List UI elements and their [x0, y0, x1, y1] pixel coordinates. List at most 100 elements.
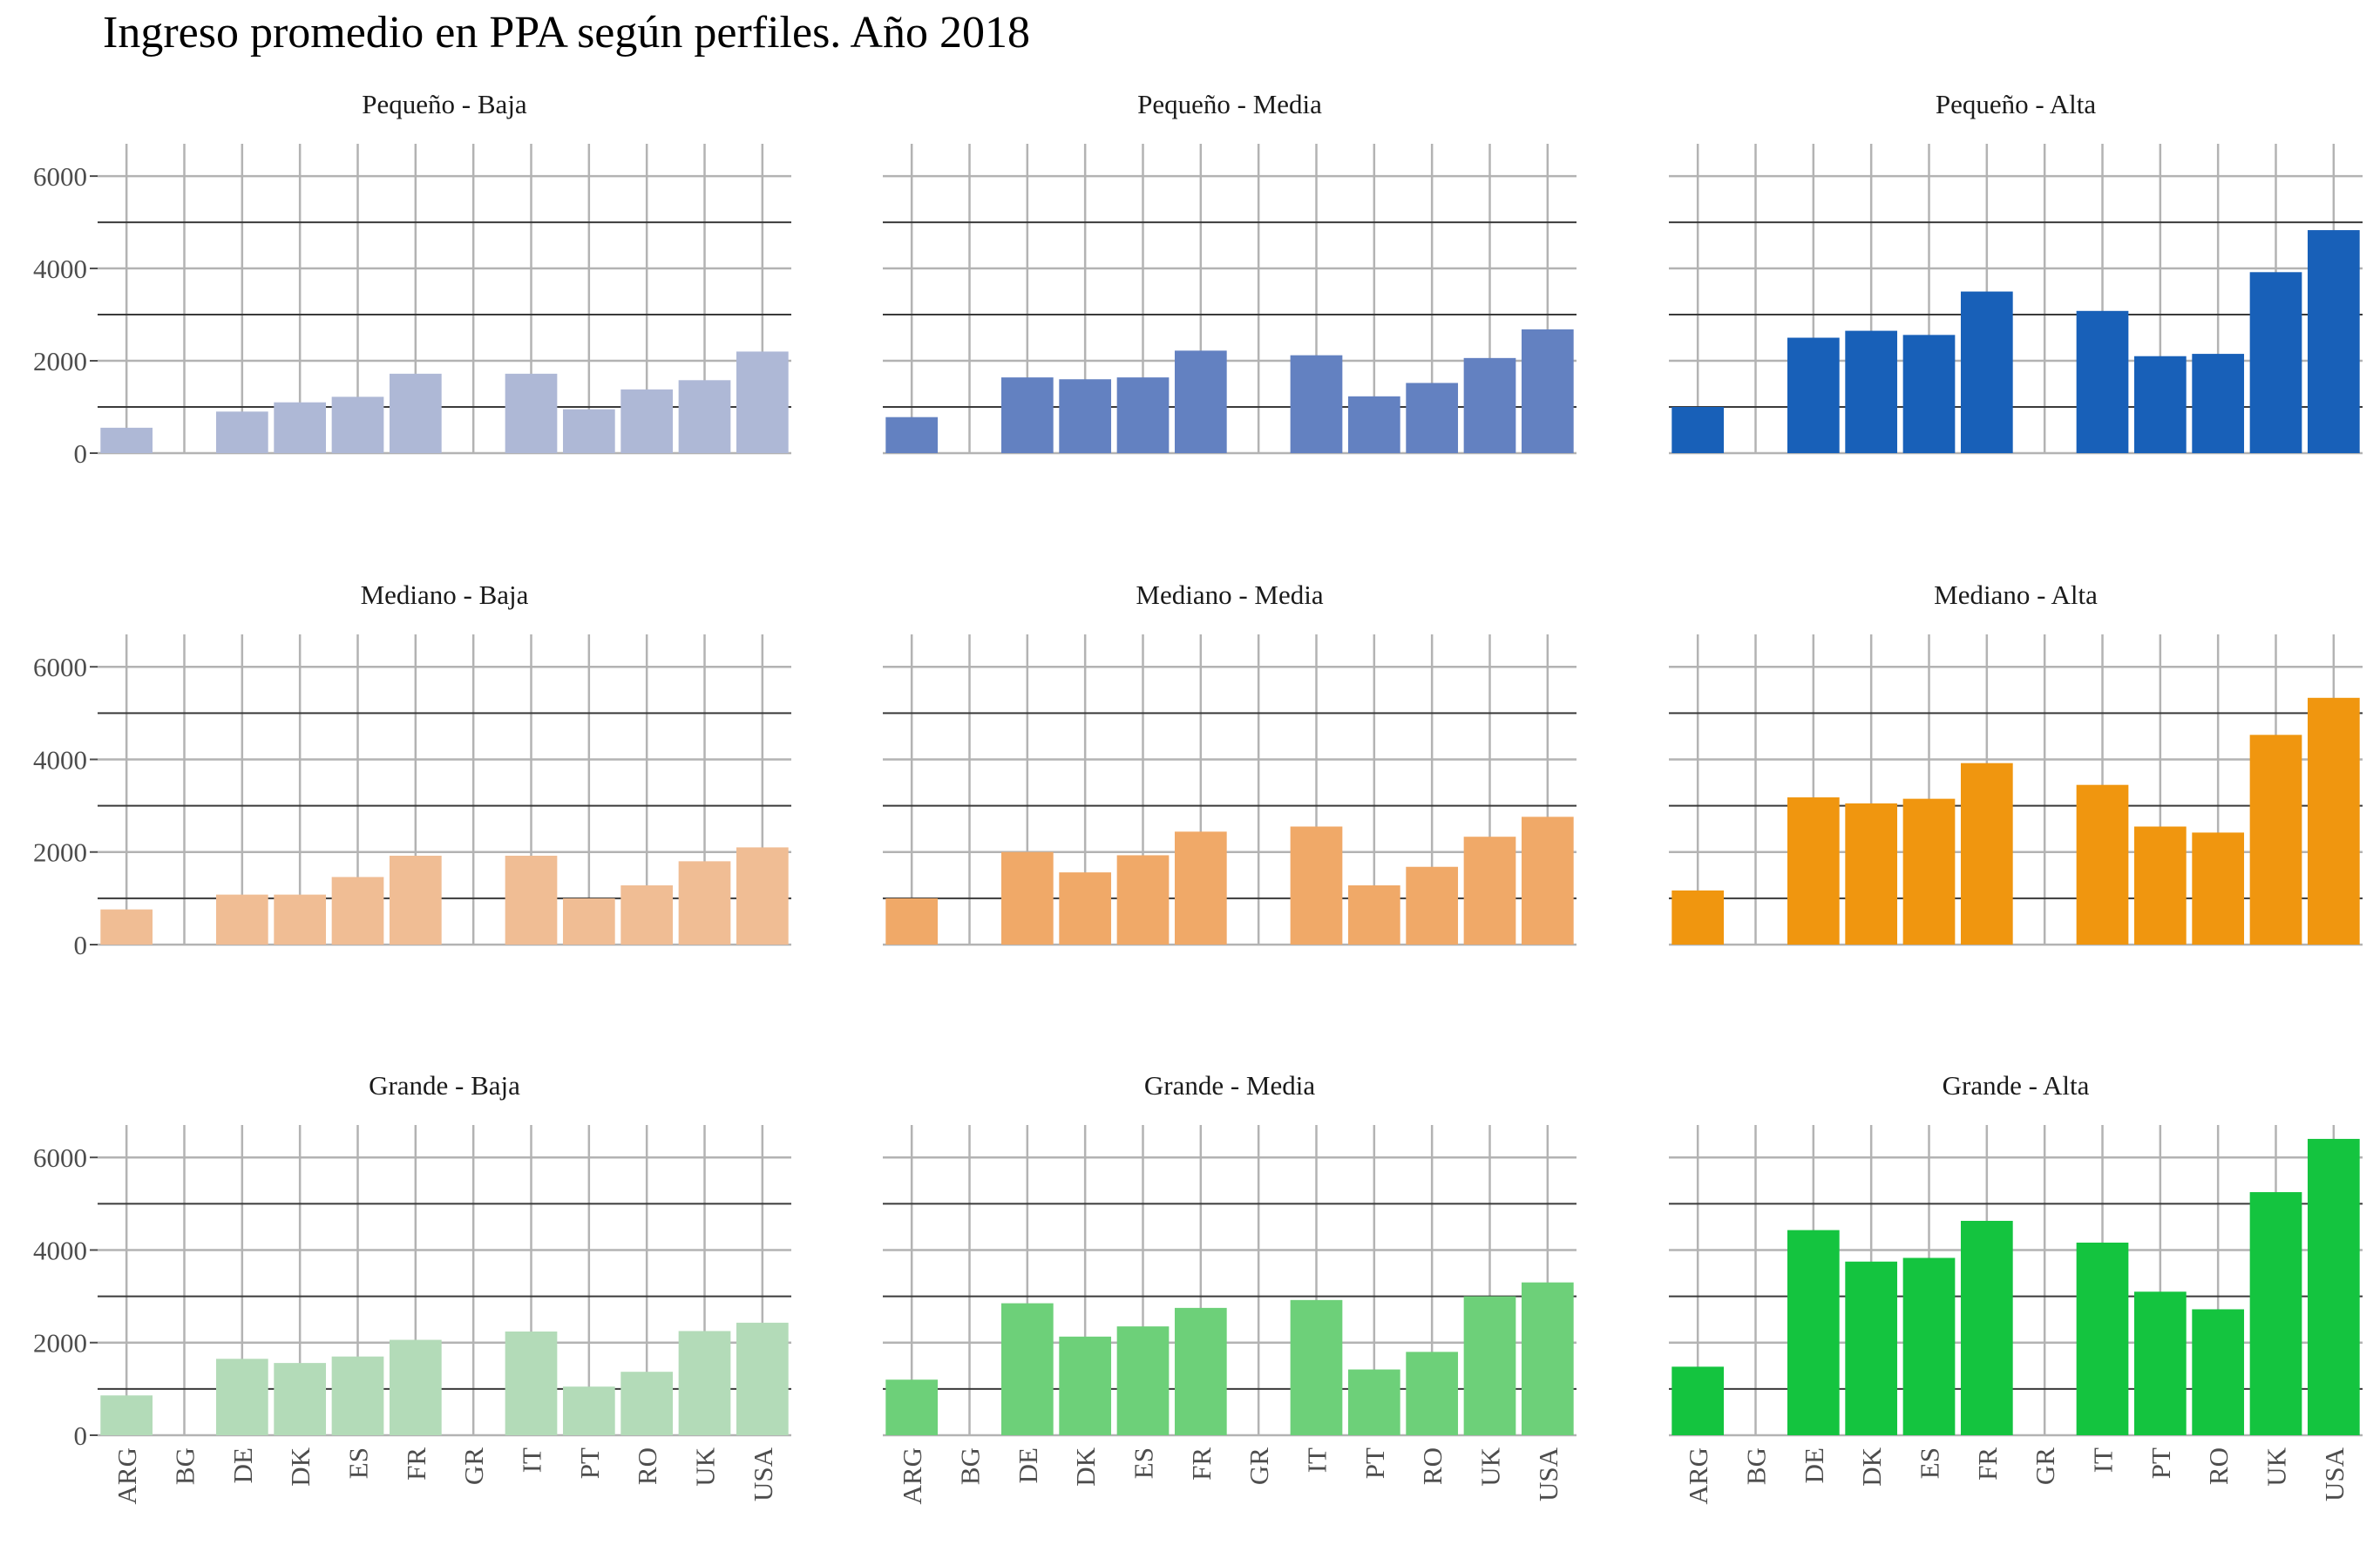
x-tick-label: DK: [1070, 1447, 1101, 1486]
bar-de: [215, 411, 268, 453]
bar-ro: [2192, 1309, 2245, 1435]
bar-dk: [274, 1363, 327, 1435]
bar-uk: [1463, 1296, 1516, 1435]
bar-usa: [736, 1322, 789, 1435]
bar-it: [2076, 784, 2129, 945]
bar-ro: [620, 1372, 674, 1435]
x-tick-label: ES: [1129, 1447, 1159, 1479]
bar-ro: [1406, 1352, 1459, 1435]
panel-4: Mediano - Baja 0 2000 4000 6000: [33, 579, 791, 960]
x-tick-label: DE: [1799, 1447, 1829, 1483]
bar-arg: [1671, 890, 1725, 945]
panel-8: Grande - Media ARG BG DE DK ES FR GR IT PT RO UK USA: [883, 1070, 1576, 1504]
bar-es: [1116, 377, 1170, 453]
bar-uk: [2249, 735, 2302, 945]
panel-3: Pequeño - Alta: [1669, 89, 2363, 455]
bar-ro: [620, 884, 674, 945]
bar-fr: [1174, 350, 1227, 453]
bar-pt: [562, 409, 615, 453]
bar-de: [1000, 377, 1054, 453]
bar-uk: [678, 861, 731, 945]
bar-fr: [1960, 291, 2013, 453]
bar-pt: [2133, 1291, 2187, 1435]
bar-usa: [736, 847, 789, 945]
y-tick-label: 6000: [33, 1142, 87, 1173]
bar-it: [505, 373, 558, 453]
bar-dk: [1059, 872, 1112, 945]
bar-usa: [2307, 230, 2360, 453]
bar-de: [1000, 851, 1054, 945]
panel-label: Pequeño - Media: [1137, 89, 1322, 119]
bar-usa: [1521, 1282, 1574, 1435]
panel-label: Pequeño - Baja: [362, 89, 527, 119]
panel-7: Grande - Baja 0 2000 4000 6000 ARG BG DE DK ES FR G…: [33, 1070, 791, 1504]
bar-uk: [2249, 272, 2302, 453]
y-tick-label: 0: [74, 1420, 88, 1451]
bar-pt: [562, 898, 615, 945]
x-tick-label: FR: [401, 1447, 431, 1481]
bar-uk: [1463, 837, 1516, 945]
bar-de: [215, 894, 268, 945]
bar-pt: [1347, 396, 1400, 453]
bar-pt: [562, 1386, 615, 1435]
bar-de: [1000, 1303, 1054, 1435]
x-tick-label: DE: [227, 1447, 258, 1483]
panel-label: Grande - Baja: [369, 1070, 520, 1101]
x-tick-label: ARG: [897, 1447, 927, 1504]
y-tick-label: 2000: [33, 1328, 87, 1359]
bar-dk: [1059, 1336, 1112, 1435]
y-tick-label: 6000: [33, 652, 87, 682]
panel-label: Mediano - Baja: [361, 579, 529, 610]
x-tick-label: GR: [458, 1447, 489, 1485]
panel-5: Mediano - Media: [883, 579, 1576, 946]
bar-it: [1290, 1299, 1343, 1435]
x-tick-label: BG: [1741, 1447, 1772, 1485]
bar-it: [505, 1331, 558, 1435]
bar-ro: [1406, 383, 1459, 453]
bar-es: [331, 396, 384, 453]
bar-dk: [1845, 1261, 1898, 1435]
x-tick-label: FR: [1972, 1447, 2003, 1481]
bar-dk: [274, 402, 327, 453]
y-tick-label: 0: [74, 438, 88, 469]
bar-de: [215, 1359, 268, 1435]
bar-arg: [100, 427, 153, 453]
panel-9: Grande - Alta ARG BG DE DK ES FR GR IT PT RO UK USA: [1669, 1070, 2363, 1504]
bar-es: [331, 1356, 384, 1435]
x-tick-label: PT: [1360, 1447, 1390, 1479]
panel-label: Grande - Alta: [1943, 1070, 2090, 1101]
bar-it: [1290, 826, 1343, 945]
bar-es: [331, 877, 384, 945]
x-tick-label: PT: [574, 1447, 605, 1479]
x-tick-label: UK: [1475, 1447, 1506, 1486]
x-tick-label: IT: [2088, 1447, 2119, 1473]
chart-title: Ingreso promedio en PPA según perfiles. …: [103, 8, 1030, 58]
bar-ro: [620, 389, 674, 453]
x-tick-label: DK: [1856, 1447, 1887, 1486]
x-tick-label: ARG: [112, 1447, 142, 1504]
bar-usa: [2307, 1138, 2360, 1435]
bar-arg: [885, 1379, 939, 1435]
x-tick-label: RO: [1417, 1447, 1448, 1485]
bar-es: [1902, 335, 1956, 453]
y-tick-label: 6000: [33, 161, 87, 192]
bar-uk: [1463, 357, 1516, 453]
bar-fr: [1174, 1307, 1227, 1435]
x-tick-label: ES: [343, 1447, 374, 1479]
x-tick-label: RO: [632, 1447, 662, 1485]
bar-es: [1116, 855, 1170, 945]
panel-label: Grande - Media: [1144, 1070, 1315, 1101]
bar-usa: [1521, 817, 1574, 945]
bar-arg: [885, 417, 939, 453]
bar-dk: [1845, 330, 1898, 453]
bar-arg: [1671, 1366, 1725, 1435]
bar-arg: [100, 909, 153, 945]
x-tick-label: BG: [170, 1447, 200, 1485]
bar-dk: [1059, 379, 1112, 453]
bar-ro: [2192, 354, 2245, 453]
bar-it: [2076, 1242, 2129, 1435]
x-tick-label: FR: [1186, 1447, 1217, 1481]
bar-es: [1116, 1326, 1170, 1435]
